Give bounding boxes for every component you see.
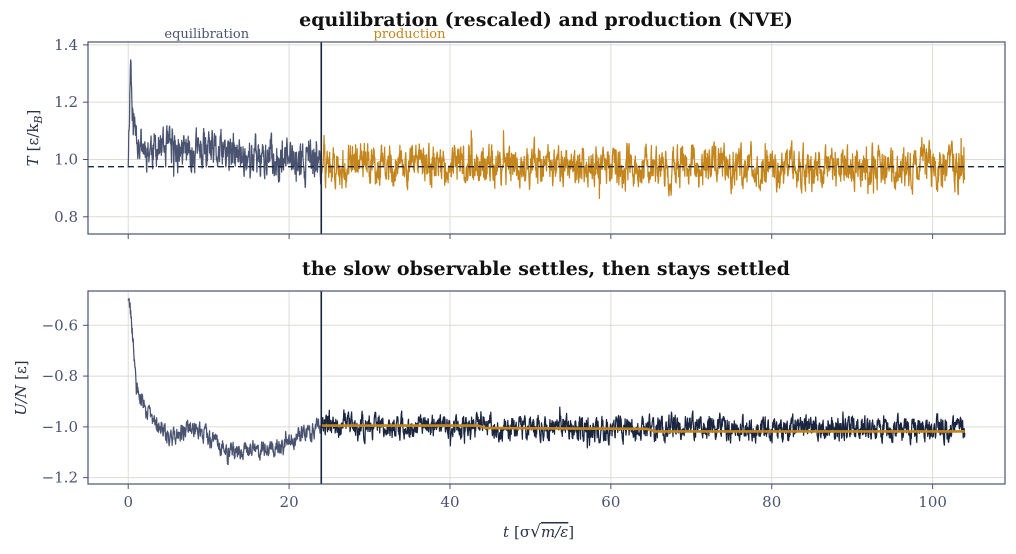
potential-ticks: 0 20 40 60 80 100 −0.6 −0.8 −1.0 −1.2 xyxy=(42,316,947,511)
production-series-line xyxy=(320,129,966,200)
time-axis-unit-close: ] xyxy=(568,523,574,541)
time-axis-symbol: t xyxy=(503,523,510,541)
potential-series xyxy=(127,297,966,466)
temperature-chart-title: equilibration (rescaled) and production … xyxy=(299,9,793,31)
y-tick-label: 1.2 xyxy=(54,93,78,111)
time-axis-unit-open: [σ xyxy=(514,523,530,541)
x-tick-label: 80 xyxy=(762,493,781,511)
temperature-series xyxy=(127,59,966,200)
equilibration-series-line xyxy=(127,59,322,189)
y-tick-label: 0.8 xyxy=(54,208,78,226)
potential-chart-title: the slow observable settles, then stays … xyxy=(302,258,790,280)
x-tick-label: 0 xyxy=(123,493,133,511)
potential-series-line xyxy=(320,406,966,449)
temperature-axis-unit-close: ] xyxy=(24,110,42,116)
temperature-axis-label: T [ε/kB] xyxy=(24,110,45,167)
temperature-axis-subscript: B xyxy=(32,115,45,124)
x-tick-label: 60 xyxy=(601,493,620,511)
temperature-panel: 0.8 1.0 1.2 1.4 equilibration (rescaled) an… xyxy=(24,9,1006,239)
y-tick-label: 1.0 xyxy=(54,150,78,168)
temperature-plot-frame xyxy=(87,41,1006,235)
potential-axis-unit: [ε] xyxy=(12,360,30,379)
y-tick-label: −0.8 xyxy=(42,367,78,385)
sqrt-symbol: √ xyxy=(530,522,541,542)
temperature-axis-unit: [ε/k xyxy=(24,123,42,152)
potential-axis-label: U/N [ε] xyxy=(12,360,30,415)
equilibration-series-line xyxy=(127,297,322,466)
y-tick-label: −1.2 xyxy=(42,469,78,487)
potential-plot-frame xyxy=(87,290,1006,485)
potential-energy-panel: 0 20 40 60 80 100 −0.6 −0.8 −1.0 −1.2 the slow ob… xyxy=(12,258,1006,542)
x-tick-label: 20 xyxy=(280,493,299,511)
y-tick-label: 1.4 xyxy=(54,36,78,54)
temperature-ticks: 0.8 1.0 1.2 1.4 xyxy=(54,36,934,239)
potential-axis-symbol: U/N xyxy=(12,384,30,416)
equilibration-annotation: equilibration xyxy=(164,27,249,42)
temperature-axis-symbol: T xyxy=(24,155,42,166)
x-tick-label: 40 xyxy=(440,493,459,511)
x-tick-label: 100 xyxy=(918,493,947,511)
y-tick-label: −0.6 xyxy=(42,316,78,334)
y-tick-label: −1.0 xyxy=(42,418,78,436)
time-axis-unit-root: m/ε xyxy=(541,523,568,541)
running_mean-series-line xyxy=(321,424,965,433)
time-axis-label: t [σ√m/ε] xyxy=(503,522,574,542)
production-annotation: production xyxy=(374,27,447,42)
